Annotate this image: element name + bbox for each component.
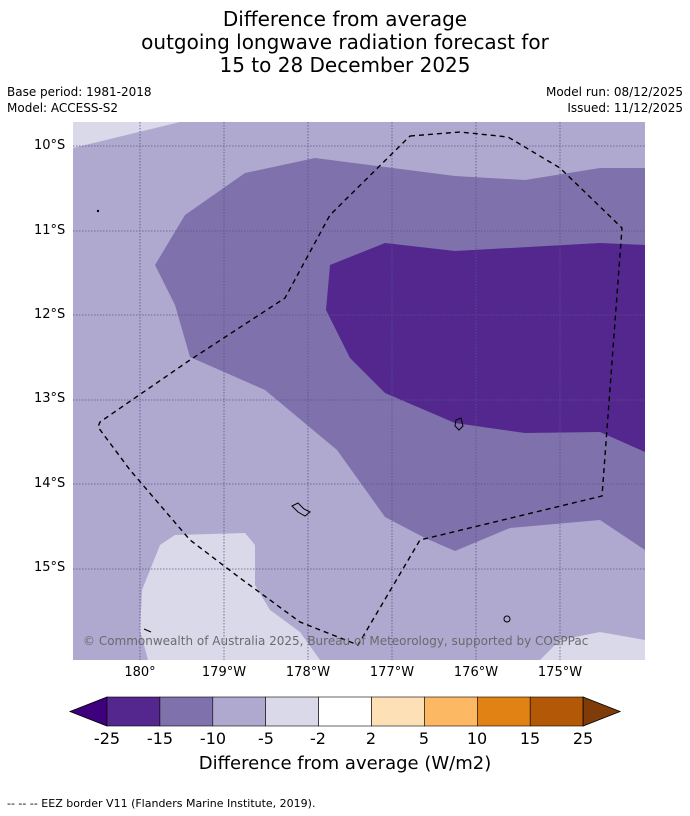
base-period: Base period: 1981-2018 <box>7 85 152 99</box>
lat-label-11s: 11°S <box>34 223 66 238</box>
colorbar-segment-8 <box>476 696 531 727</box>
lon-label-179w: 179°W <box>201 665 247 680</box>
lat-label-12s: 12°S <box>34 307 66 322</box>
lon-label-175w: 175°W <box>537 665 583 680</box>
lat-label-14s: 14°S <box>34 476 66 491</box>
lat-label-10s: 10°S <box>34 138 66 153</box>
gridlines <box>73 122 645 660</box>
colorbar-segment-9 <box>529 696 584 727</box>
colorbar-segment-4 <box>265 696 319 727</box>
colorbar-segment-3 <box>212 696 267 727</box>
lon-label-178w: 178°W <box>285 665 331 680</box>
colorbar-tick-minus2: -2 <box>310 729 326 748</box>
colorbar-tick-5: 5 <box>418 729 430 748</box>
colorbar-extend-low <box>68 696 108 727</box>
eez-border <box>97 131 623 646</box>
lat-label-15s: 15°S <box>34 560 66 575</box>
island-small-south <box>143 628 152 633</box>
lon-label-180: 180° <box>124 665 156 680</box>
meta-right: Model run: 08/12/2025 Issued: 11/12/2025 <box>546 84 683 116</box>
colorbar-tick-minus5: -5 <box>258 729 274 748</box>
title-line-3: 15 to 28 December 2025 <box>219 53 471 77</box>
title-line-1: Difference from average <box>222 7 468 31</box>
colorbar-segment-5 <box>318 696 372 727</box>
colorbar-tick-2: 2 <box>365 729 377 748</box>
island-small-east <box>503 615 511 623</box>
band-minus5-minus2-top-left <box>73 122 180 148</box>
map-area <box>73 122 645 660</box>
lon-label-176w: 176°W <box>453 665 499 680</box>
colorbar-segment-7 <box>424 696 478 727</box>
title-line-2: outgoing longwave radiation forecast for <box>141 30 549 54</box>
lon-label-177w: 177°W <box>369 665 415 680</box>
island-niuafoou <box>454 417 464 431</box>
colorbar-tick-10: 10 <box>466 729 488 748</box>
model-run: Model run: 08/12/2025 <box>545 85 683 99</box>
colorbar <box>68 696 622 727</box>
copyright-notice: © Commonwealth of Australia 2025, Bureau… <box>83 634 589 648</box>
island-speck <box>96 209 100 213</box>
colorbar-segment-6 <box>371 696 425 727</box>
lat-label-13s: 13°S <box>34 391 66 406</box>
meta-left: Base period: 1981-2018 Model: ACCESS-S2 <box>7 84 152 116</box>
colorbar-tick-minus15: -15 <box>146 729 174 748</box>
island-wallis <box>291 502 311 517</box>
colorbar-segment-1 <box>106 696 161 727</box>
band-minus5-minus2-bottom <box>140 533 320 660</box>
issued-date: Issued: 11/12/2025 <box>567 101 683 115</box>
colorbar-extend-high <box>582 696 622 727</box>
colorbar-tick-25: 25 <box>572 729 594 748</box>
colorbar-tick-minus10: -10 <box>199 729 227 748</box>
model-name: Model: ACCESS-S2 <box>7 101 119 115</box>
colorbar-tick-minus25: -25 <box>93 729 121 748</box>
colorbar-title: Difference from average (W/m2) <box>198 753 492 774</box>
colorbar-tick-15: 15 <box>519 729 541 748</box>
band-minus5-minus2-bottom-right <box>540 632 645 660</box>
colorbar-segment-2 <box>159 696 214 727</box>
eez-footnote: -- -- -- EEZ border V11 (Flanders Marine… <box>7 797 316 810</box>
chart-title: Difference from average outgoing longwav… <box>0 8 690 77</box>
